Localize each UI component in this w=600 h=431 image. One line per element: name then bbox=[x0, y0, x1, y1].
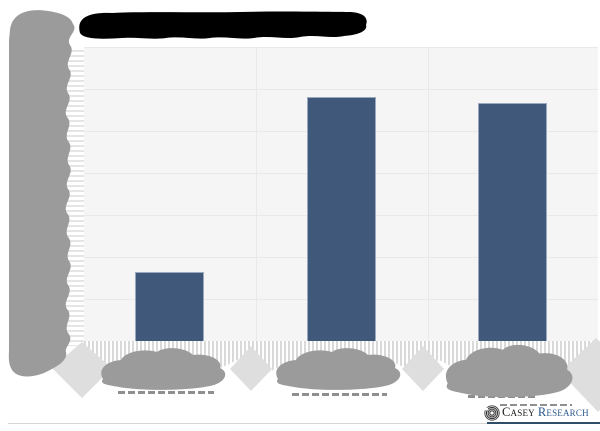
x-axis-stripe-band bbox=[84, 341, 598, 375]
redacted-label-fragment bbox=[292, 393, 387, 396]
bar-category-3 bbox=[478, 103, 547, 341]
plot-area bbox=[84, 47, 598, 341]
redacted-label-fragment bbox=[118, 391, 214, 394]
title-redaction-blob bbox=[79, 11, 367, 39]
footer-rule bbox=[8, 423, 598, 424]
vertical-gridline bbox=[428, 47, 429, 341]
logo-underline bbox=[487, 422, 600, 424]
redacted-label-fragment bbox=[468, 395, 538, 398]
y-axis-tick-label-band bbox=[64, 50, 84, 346]
spiral-logo-icon bbox=[484, 404, 500, 421]
bar-category-1 bbox=[135, 272, 204, 341]
logo-word-research: Research bbox=[537, 405, 589, 419]
logo-word-casey: Casey bbox=[502, 405, 535, 419]
redacted-label-fragment bbox=[500, 404, 572, 406]
logo-text: Casey Research bbox=[502, 404, 589, 421]
vertical-gridline bbox=[256, 47, 257, 341]
casey-research-logo[interactable]: Casey Research bbox=[484, 404, 589, 421]
bar-category-2 bbox=[307, 97, 376, 341]
